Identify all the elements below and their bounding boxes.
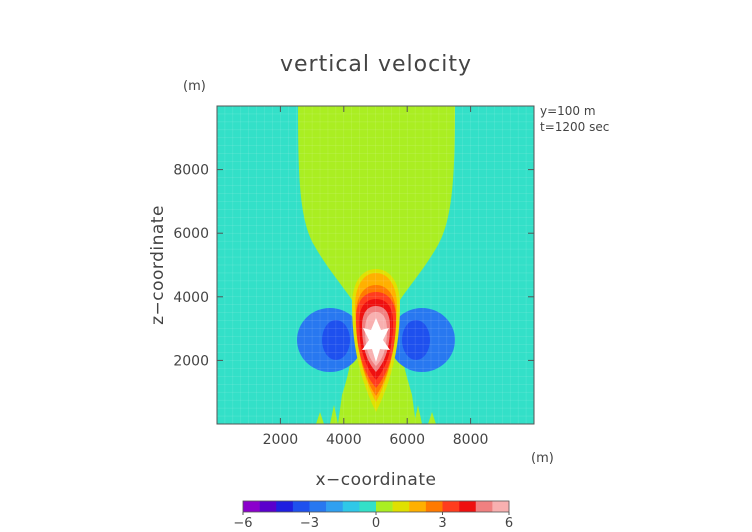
annotation-t: t=1200 sec xyxy=(540,120,609,134)
colorbar-swatch xyxy=(392,501,410,512)
y-tick-label: 2000 xyxy=(173,353,209,369)
surface-plume xyxy=(316,412,324,424)
plot-frame xyxy=(216,105,535,425)
y-tick-label: 6000 xyxy=(173,226,209,242)
colorbar-tick-label: −6 xyxy=(233,516,252,531)
colorbar-swatch xyxy=(442,501,460,512)
colorbar-swatch xyxy=(475,501,493,512)
colorbar-swatch xyxy=(425,501,443,512)
updraft-peak xyxy=(362,318,390,362)
x-tick-label: 8000 xyxy=(453,432,489,448)
grid-lines xyxy=(217,106,534,424)
colorbar-swatch xyxy=(326,501,344,512)
x-tick-label: 2000 xyxy=(263,432,299,448)
colorbar-swatch xyxy=(276,501,294,512)
colorbar-tick-label: −3 xyxy=(300,516,319,531)
downdraft-left-inner xyxy=(322,320,350,360)
colorbar-swatch xyxy=(243,501,260,512)
x-tick-label: 6000 xyxy=(389,432,425,448)
colorbar-tick-label: 6 xyxy=(505,516,513,531)
colorbar-swatch xyxy=(292,501,310,512)
z-unit-label: (m) xyxy=(183,79,206,94)
contour-field xyxy=(217,106,534,424)
y-axis: 2000 4000 6000 8000 xyxy=(173,163,534,369)
x-axis: 2000 4000 6000 8000 xyxy=(263,106,489,448)
colorbar-tick-label: 0 xyxy=(372,516,380,531)
x-unit-label: (m) xyxy=(531,451,554,466)
colorbar-swatch xyxy=(359,501,377,512)
y-tick-label: 4000 xyxy=(173,290,209,306)
downdraft-right-inner xyxy=(402,320,430,360)
colorbar-swatch xyxy=(259,501,277,512)
colorbar-swatch xyxy=(342,501,360,512)
colorbar-swatch xyxy=(376,501,393,512)
annotation-y: y=100 m xyxy=(540,104,596,118)
colorbar-swatch xyxy=(492,501,510,512)
surface-plume xyxy=(428,412,436,424)
colorbar: −6 −3 0 3 6 xyxy=(233,500,513,531)
x-tick-label: 4000 xyxy=(326,432,362,448)
surface-plume xyxy=(414,405,422,424)
colorbar-swatch xyxy=(309,501,327,512)
colorbar-swatch xyxy=(459,501,477,512)
colorbar-tick-label: 3 xyxy=(438,516,446,531)
surface-plume xyxy=(330,405,338,424)
x-axis-label: x−coordinate xyxy=(316,470,437,490)
plume-region xyxy=(298,106,455,424)
y-tick-label: 8000 xyxy=(173,163,209,179)
chart-title: vertical velocity xyxy=(280,52,472,77)
colorbar-swatch xyxy=(409,501,427,512)
y-axis-label: z−coordinate xyxy=(148,205,168,325)
